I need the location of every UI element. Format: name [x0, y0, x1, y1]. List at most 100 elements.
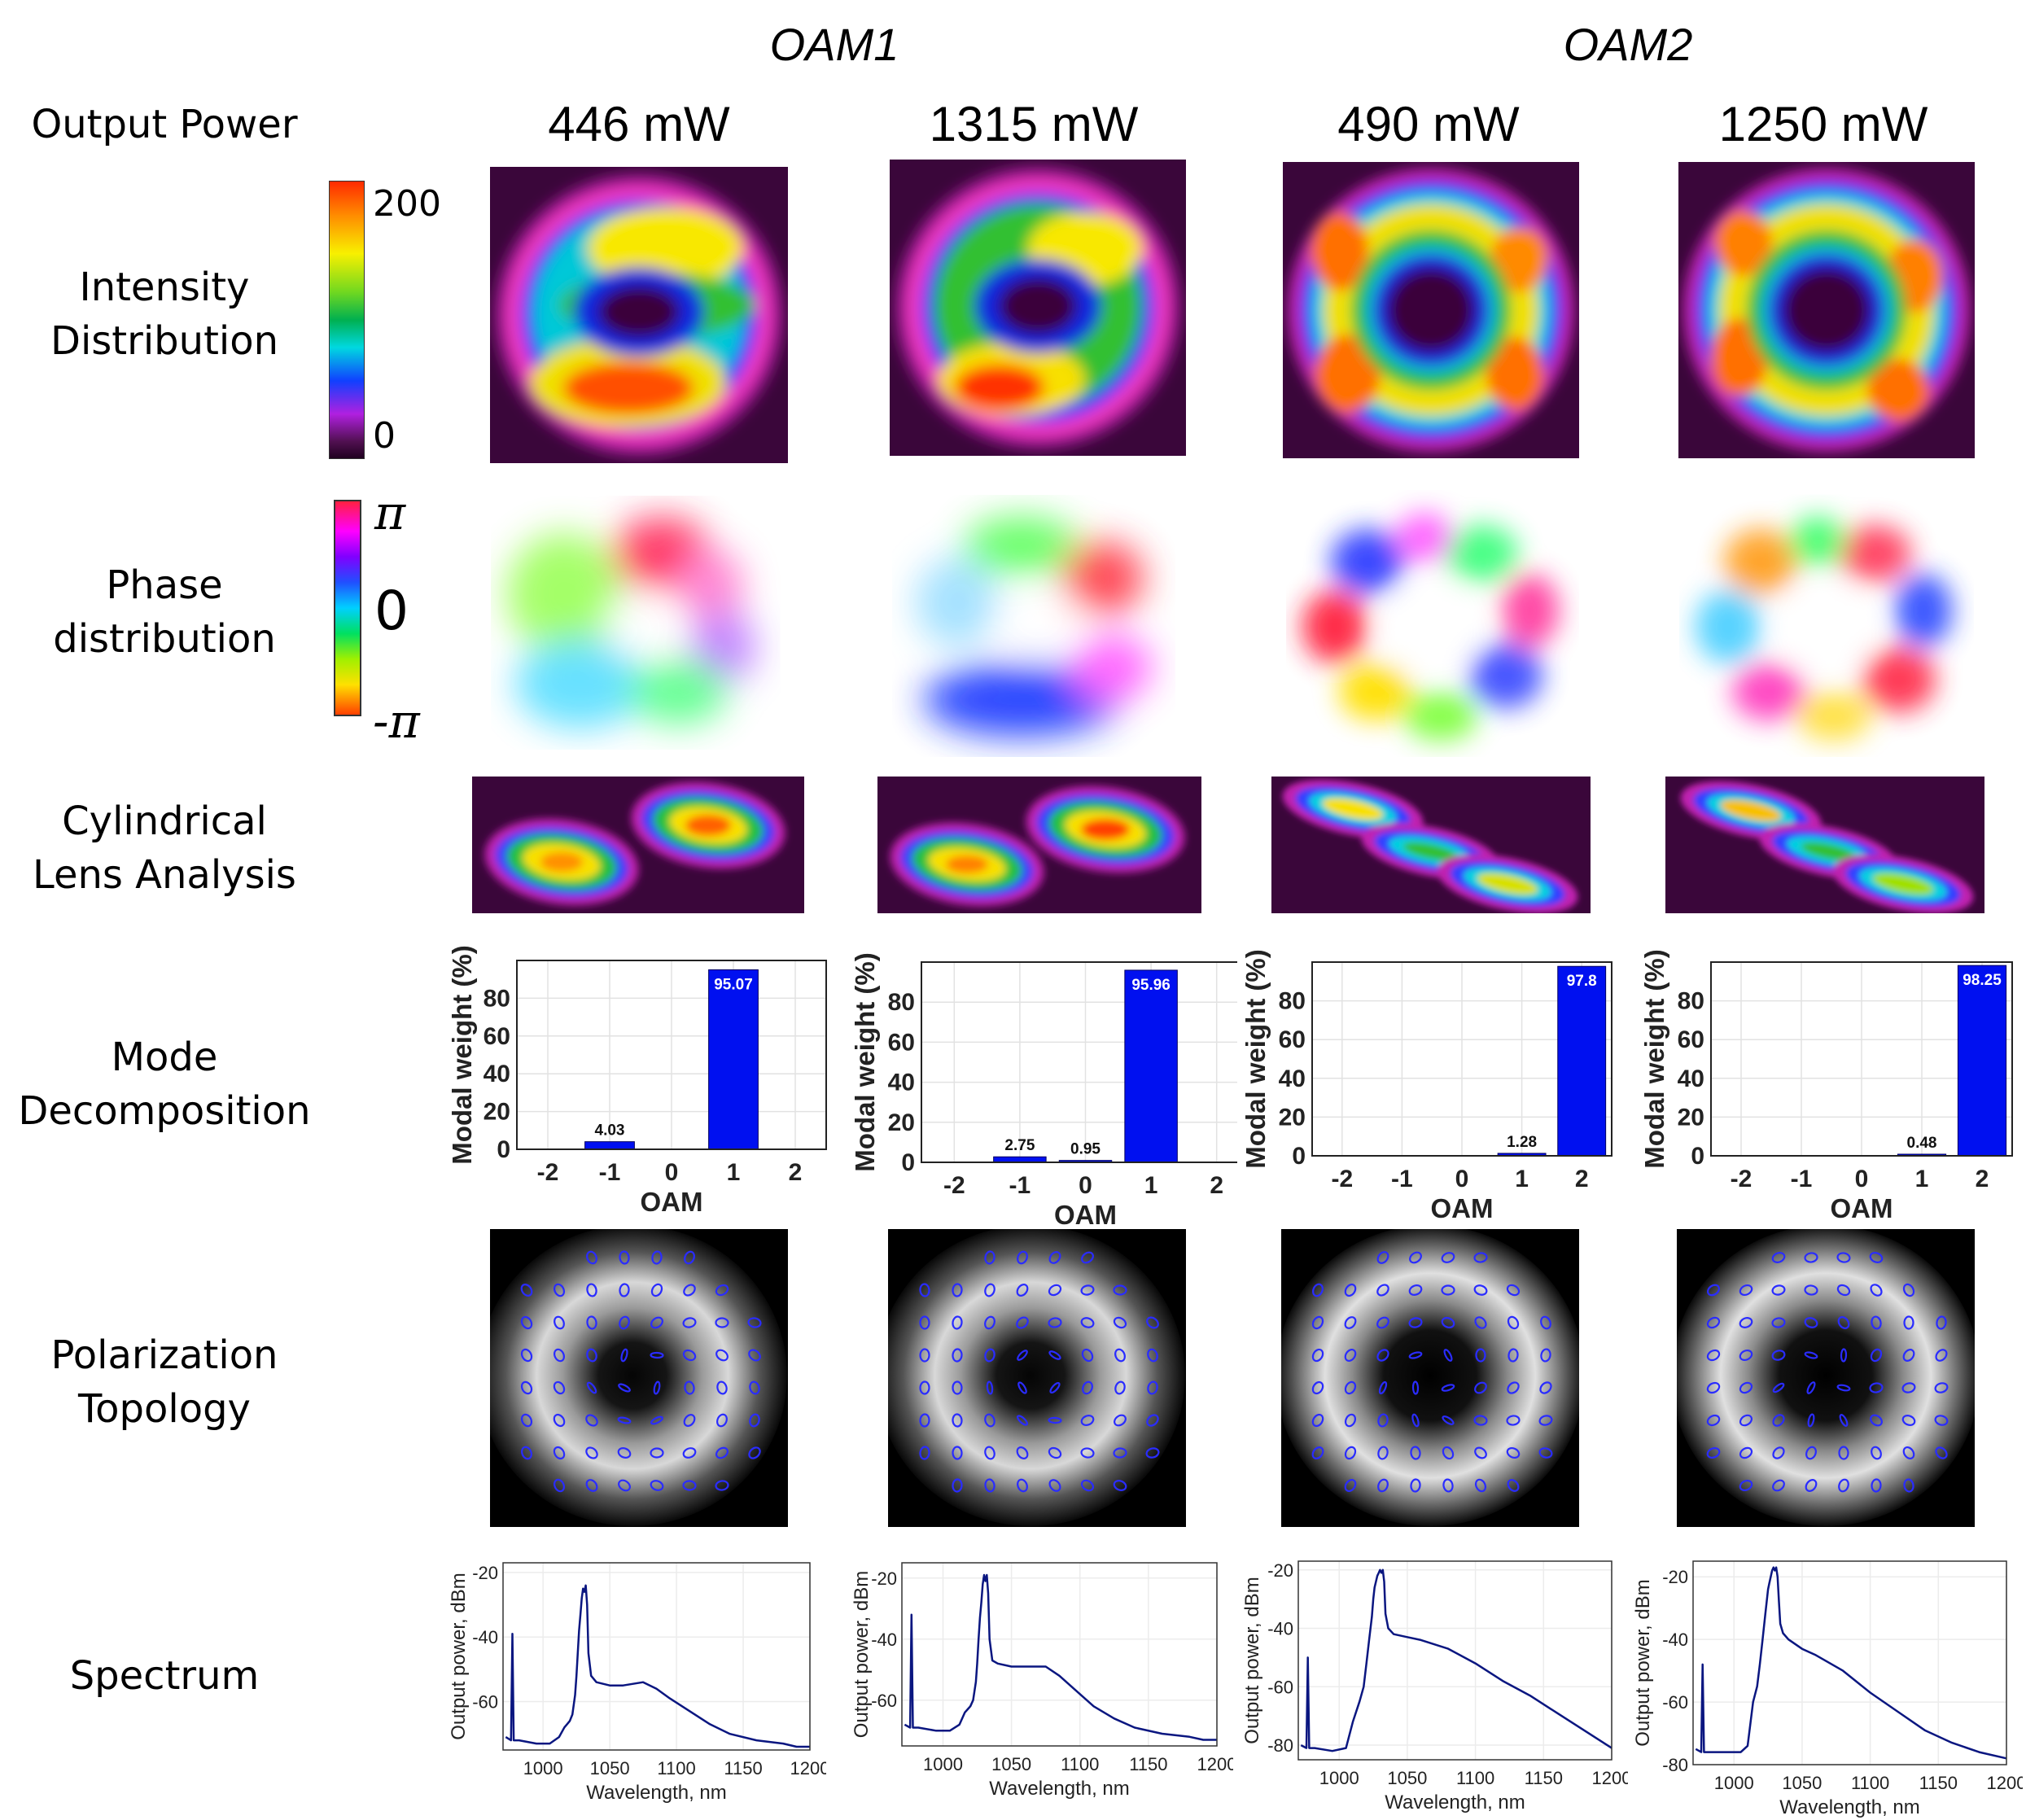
plot-border [502, 1562, 811, 1751]
x-tick-label: 1 [727, 1159, 741, 1186]
polarization-ellipse [984, 1413, 995, 1428]
polarization-ellipse [1017, 1415, 1028, 1426]
polarization-ellipse [952, 1446, 963, 1460]
bar [584, 1141, 635, 1150]
bar [708, 969, 759, 1150]
power-label-2: 1315 mW [929, 97, 1139, 151]
polarization-ellipse [952, 1283, 963, 1297]
y-tick-label: -60 [871, 1691, 897, 1711]
y-tick-label: 0 [497, 1136, 510, 1163]
polarization-ellipse [620, 1348, 628, 1363]
y-axis-label: Modal weight (%) [1241, 949, 1271, 1168]
bar [1124, 969, 1178, 1163]
y-axis-label: Modal weight (%) [1639, 949, 1669, 1168]
polarization-ellipse [1048, 1284, 1062, 1297]
polarization-ellipse [520, 1413, 533, 1428]
polarization-ellipse [984, 1478, 995, 1493]
polarization-ellipse [1772, 1382, 1785, 1393]
bar [1957, 965, 2007, 1157]
polarization-ellipse [650, 1415, 663, 1425]
intensity-image-1 [490, 167, 788, 463]
y-tick-label: -40 [1267, 1619, 1293, 1639]
polarization-ellipse [1080, 1284, 1095, 1296]
polarization-ellipse [521, 1446, 532, 1460]
polarization-ellipse [1772, 1479, 1785, 1492]
polarization-ellipse [1871, 1478, 1882, 1493]
phase-colorbar-min-label: -π [373, 693, 420, 749]
x-tick-label: 1100 [1061, 1754, 1099, 1774]
polarization-ellipse [1145, 1447, 1160, 1459]
x-tick-label: -1 [599, 1159, 621, 1186]
y-tick-label: 20 [888, 1109, 915, 1136]
polarization-ellipse [984, 1348, 995, 1363]
polarization-ellipse [1441, 1252, 1455, 1263]
polarization-ellipse [1377, 1446, 1389, 1460]
intensity-colorbar-min-label: 0 [373, 415, 396, 457]
polarization-ellipse [1344, 1380, 1357, 1395]
polarization-ellipse [553, 1478, 566, 1493]
polarization-ellipse [1442, 1446, 1455, 1460]
polarization-svg [888, 1229, 1186, 1527]
polarization-ellipse [553, 1380, 566, 1395]
polarization-ellipse [1311, 1446, 1324, 1459]
polarization-ellipse [1706, 1349, 1721, 1362]
polarization-ellipse [554, 1315, 565, 1330]
polarization-ellipse [986, 1380, 994, 1395]
polarization-ellipse [1344, 1348, 1357, 1363]
spectrum-chart-4: 1000 1050 1100 1150 1200 -20 -40 -60 -80 Waveleng… [1632, 1560, 2023, 1818]
polarization-ellipse [1411, 1380, 1420, 1395]
y-tick-label: -40 [472, 1627, 498, 1647]
polarization-ellipse [619, 1250, 630, 1265]
y-tick-label: -20 [871, 1568, 897, 1589]
plot-background [503, 1563, 810, 1750]
y-tick-label: 60 [484, 1023, 510, 1050]
polarization-ellipse [1804, 1252, 1818, 1263]
row-label-cylindrical-line1: Cylindrical [62, 798, 267, 844]
polarization-ellipse [1706, 1414, 1721, 1427]
polarization-ellipse [1080, 1447, 1095, 1459]
polarization-ellipse [682, 1349, 697, 1362]
group-title-oam1: OAM1 [769, 19, 899, 70]
polarization-ellipse [1016, 1316, 1029, 1329]
polarization-ellipse [1114, 1380, 1126, 1395]
polarization-ellipse [1311, 1315, 1324, 1330]
polarization-ellipse [619, 1283, 630, 1297]
polarization-ellipse [1048, 1479, 1061, 1492]
row-label-intensity: Intensity Distribution [2, 260, 327, 368]
polarization-ellipse [1017, 1350, 1028, 1361]
polarization-ellipse [1540, 1315, 1551, 1330]
polarization-ellipse [618, 1479, 631, 1492]
polarization-ellipse [1771, 1284, 1786, 1296]
polarization-ellipse [1442, 1415, 1455, 1425]
row-label-output-power: Output Power [31, 102, 298, 147]
bar [993, 1156, 1047, 1163]
polarization-ellipse [1739, 1284, 1753, 1297]
polarization-ellipse [1049, 1381, 1061, 1394]
polarization-ellipse [1017, 1250, 1028, 1265]
polarization-ellipse [1376, 1251, 1389, 1264]
polarization-ellipse [715, 1317, 729, 1328]
x-tick-label: -1 [1791, 1166, 1813, 1192]
row-label-phase-line1: Phase [106, 562, 223, 608]
mode-decomposition-chart-2: 0 20 40 60 80 -2 -1 2.75 0 0.95 1 95.96 2 OAM Modal we… [850, 952, 1237, 1229]
polarization-ellipse [1739, 1446, 1753, 1459]
x-tick-label: -2 [1331, 1166, 1353, 1192]
polarization-ellipse [1147, 1348, 1158, 1363]
polarization-ellipse [1048, 1416, 1062, 1424]
phase-image-4 [1679, 488, 1974, 757]
polarization-ellipse [1870, 1414, 1883, 1427]
polarization-ellipse [1739, 1349, 1753, 1362]
power-label-3: 490 mW [1337, 97, 1520, 151]
polarization-ellipse [586, 1283, 597, 1297]
x-axis-label: OAM [1831, 1193, 1893, 1223]
polarization-ellipse [1804, 1317, 1818, 1328]
x-tick-label: 1150 [1129, 1754, 1167, 1774]
polarization-svg [1677, 1229, 1975, 1527]
polarization-ellipse [682, 1447, 697, 1459]
intensity-image-3 [1283, 162, 1579, 458]
polarization-ellipse [682, 1480, 697, 1491]
polarization-ellipse [984, 1315, 995, 1330]
plot-border [516, 960, 827, 1150]
polarization-ellipse [650, 1447, 664, 1459]
polarization-ellipse [1869, 1382, 1884, 1393]
